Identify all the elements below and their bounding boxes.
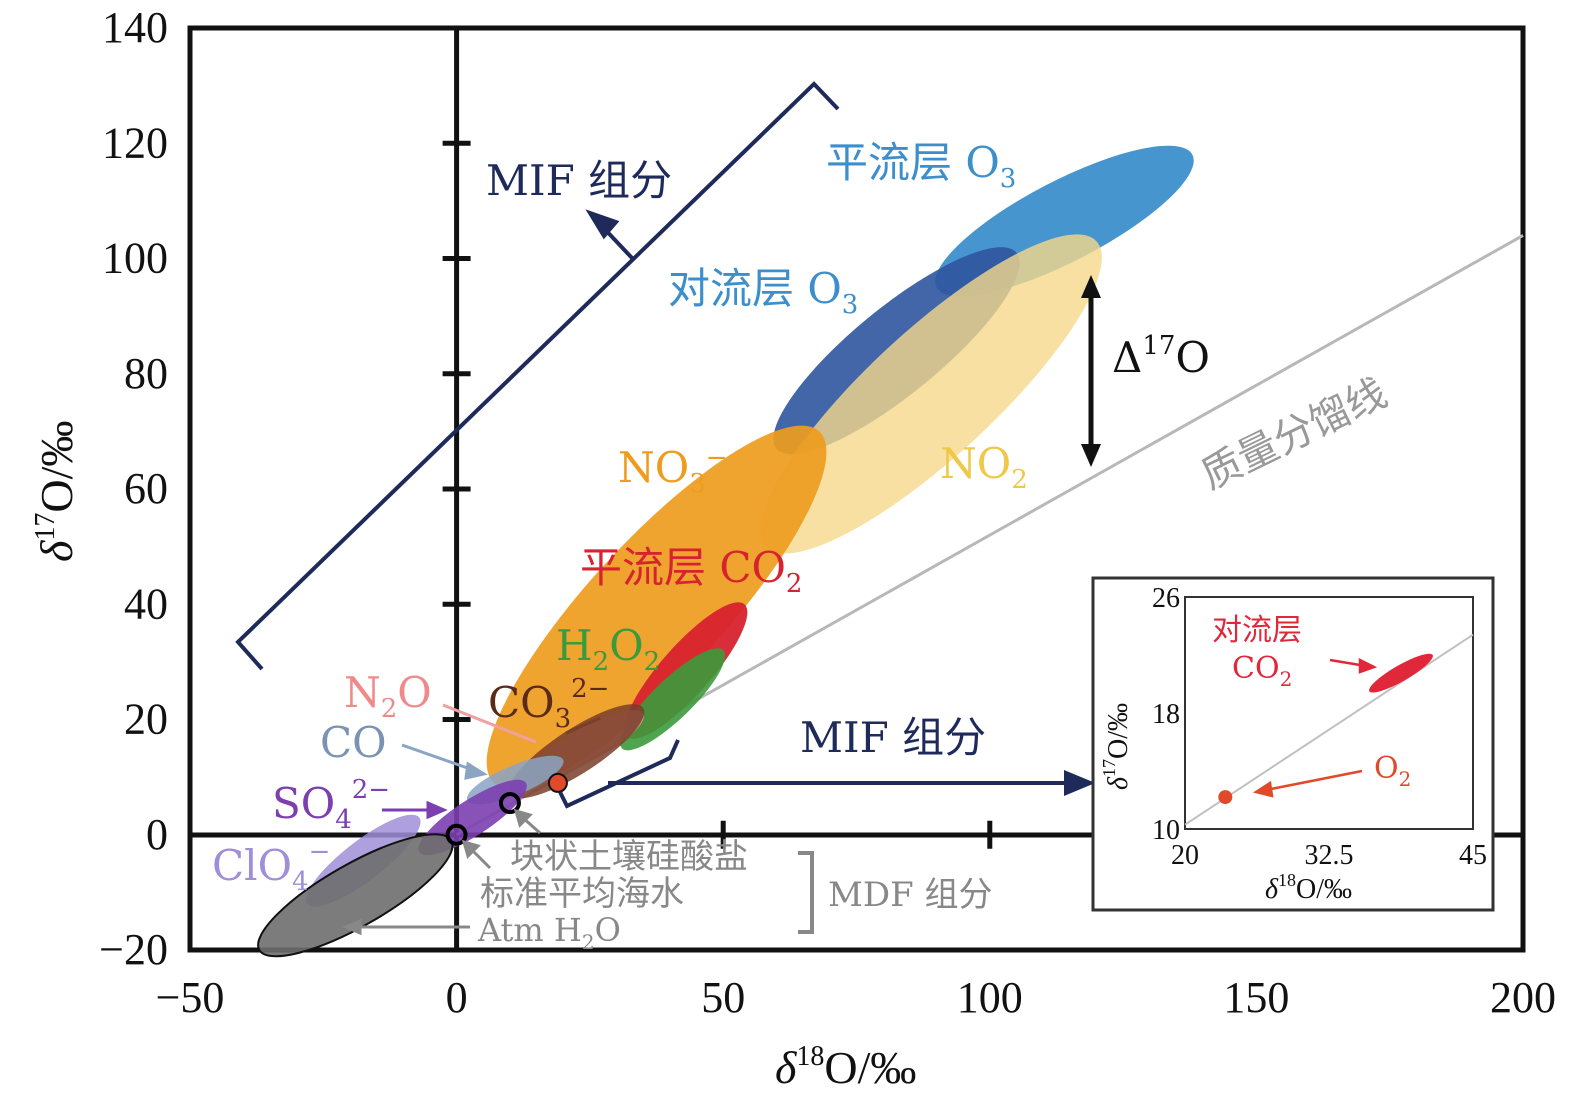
- inset-mass-fractionation-line: [1184, 633, 1474, 826]
- inset-y-tick-labels: 10 18 26: [1152, 583, 1180, 846]
- label-no3: NO3−: [618, 443, 728, 499]
- series-ellipse: [620, 648, 726, 751]
- label-mdf: MDF 组分: [828, 875, 992, 915]
- inset-outer-frame: [1091, 576, 1495, 912]
- label-co3: CO32−: [488, 674, 609, 734]
- label-n2o: N2O: [344, 668, 432, 724]
- label-silicate: 块状土壤硅酸盐: [510, 837, 748, 877]
- label-co: CO: [320, 718, 387, 767]
- mdf-bracket: [798, 851, 814, 934]
- mif-bracket-bottom: [558, 739, 1096, 809]
- inset-plot-frame: [1184, 596, 1474, 830]
- y-tick-label: −20: [99, 925, 168, 974]
- inset-x-tick-label: 20: [1171, 840, 1199, 871]
- inset-x-axis-title: δ18O/‰: [1265, 870, 1352, 905]
- series-ellipses: [257, 145, 1194, 958]
- series-ellipse: [760, 234, 1102, 554]
- inset-label-trop-co2-a: 对流层: [1212, 613, 1302, 648]
- inset-chart: 20 32.5 45 10 18 26 对流层 CO2 O2 δ18O/‰ δ17O/‰: [1091, 576, 1495, 912]
- inner-ticks: [442, 140, 1259, 849]
- mif-bracket-top: [235, 81, 840, 671]
- y-tick-label: 60: [124, 464, 168, 513]
- y-tick-label: 100: [102, 234, 168, 283]
- inset-y-axis-title: δ17O/‰: [1099, 703, 1134, 790]
- inset-y-tick-label: 18: [1152, 699, 1180, 730]
- inset-x-tick-label: 45: [1459, 840, 1487, 871]
- series-points: [445, 772, 568, 846]
- x-tick-label: 50: [701, 973, 745, 1022]
- label-so4: SO42−: [272, 775, 390, 835]
- label-atm-h2o: Atm H2O: [477, 911, 621, 954]
- label-h2o2: H2O2: [556, 621, 660, 677]
- label-smow: 标准平均海水: [480, 874, 684, 914]
- x-tick-label: 0: [446, 973, 468, 1022]
- inset-y-tick-label: 10: [1152, 815, 1180, 846]
- inset-series-point: [1218, 790, 1233, 805]
- label-delta17o: Δ17O: [1112, 331, 1210, 382]
- y-tick-label: 20: [124, 695, 168, 744]
- inset-x-tick-labels: 20 32.5 45: [1171, 840, 1487, 871]
- label-mif-top: MIF 组分: [486, 156, 672, 205]
- label-strat-o3: 平流层 O3: [826, 138, 1016, 194]
- label-clo4: ClO4−: [212, 837, 330, 897]
- x-tick-label: 150: [1223, 973, 1289, 1022]
- x-axis-title: δ18O/‰: [775, 1041, 916, 1093]
- label-strat-co2: 平流层 CO2: [580, 543, 802, 599]
- series-ellipse: [486, 425, 827, 789]
- x-tick-label: 100: [957, 973, 1023, 1022]
- y-tick-label: 0: [146, 810, 168, 859]
- y-tick-labels: −20 0 20 40 60 80 100 120 140: [99, 3, 168, 974]
- inset-x-tick-label: 32.5: [1305, 840, 1354, 871]
- x-tick-labels: −50 0 50 100 150 200: [156, 973, 1556, 1022]
- inset-label-o2: O2: [1374, 751, 1411, 791]
- label-mif-bottom: MIF 组分: [800, 713, 986, 762]
- pointer-arrows: [342, 703, 601, 936]
- series-point: [547, 772, 568, 793]
- delta17o-arrow: [1081, 275, 1101, 467]
- series-point: [498, 792, 521, 815]
- y-tick-label: 40: [124, 579, 168, 628]
- y-tick-label: 80: [124, 349, 168, 398]
- series-point: [445, 823, 468, 846]
- inset-series-ellipse: [1369, 653, 1433, 693]
- label-trop-o3: 对流层 O3: [668, 264, 858, 320]
- inset-pointer-arrows: [1252, 657, 1378, 798]
- x-tick-label: 200: [1490, 973, 1556, 1022]
- label-no2: NO2: [940, 439, 1028, 495]
- y-axis-title: δ17O/‰: [30, 421, 82, 562]
- inset-marks: [1218, 653, 1433, 805]
- inset-label-trop-co2-b: CO2: [1232, 651, 1292, 691]
- plot-frame: [187, 25, 1526, 953]
- y-tick-label: 120: [102, 118, 168, 167]
- inset-y-tick-label: 26: [1152, 583, 1180, 614]
- y-tick-label: 140: [102, 3, 168, 52]
- label-mass-fractionation-line: 质量分馏线: [1194, 370, 1394, 499]
- x-tick-label: −50: [156, 973, 225, 1022]
